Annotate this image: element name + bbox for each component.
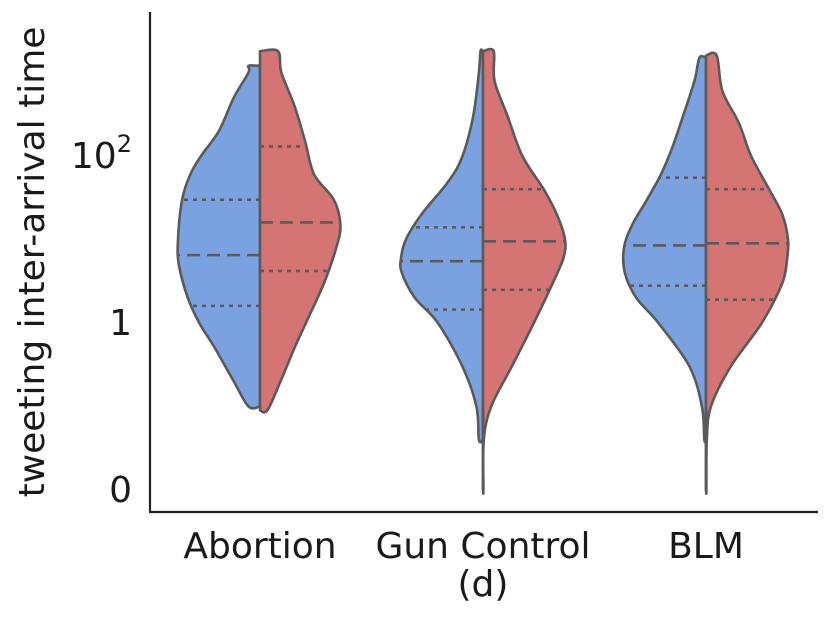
x-tick-label: Abortion <box>183 526 336 567</box>
x-tick-label: BLM <box>668 526 744 567</box>
y-tick-label: 0 <box>109 470 132 511</box>
x-axis-label: (d) <box>458 564 509 605</box>
violin-half-left <box>621 54 708 444</box>
y-tick-labels: 0 1 102 <box>71 130 132 511</box>
violin-half-left <box>398 48 485 444</box>
x-tick-label: Gun Control <box>375 526 590 567</box>
y-tick-label: 1 <box>109 303 132 344</box>
violin-half-left <box>176 64 262 410</box>
violin-half-right <box>258 48 342 414</box>
violin-group-blm <box>621 51 790 495</box>
violin-half-right <box>704 51 790 495</box>
violin-half-right <box>481 47 567 495</box>
y-tick-label: 102 <box>71 130 132 177</box>
violin-group-gun-control <box>398 47 567 495</box>
violin-group-abortion <box>176 48 342 414</box>
violins-layer <box>176 47 790 495</box>
y-axis-label: tweeting inter-arrival time <box>12 27 53 498</box>
x-tick-labels: Abortion Gun Control BLM <box>183 526 744 567</box>
axes-layer <box>148 12 818 514</box>
